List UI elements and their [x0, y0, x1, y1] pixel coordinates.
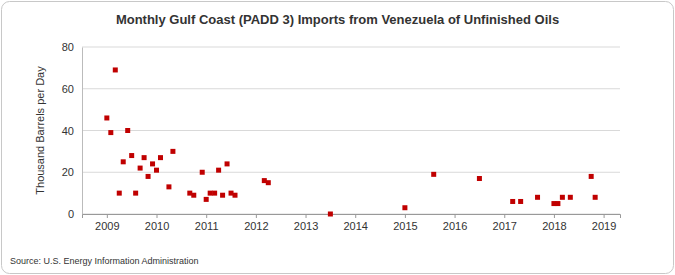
x-tick: 2019	[592, 214, 616, 232]
point	[154, 168, 159, 173]
x-tick-label: 2018	[542, 220, 566, 232]
chart: Monthly Gulf Coast (PADD 3) Imports from…	[0, 0, 675, 275]
x-tick-label: 2012	[244, 220, 268, 232]
point	[402, 205, 407, 210]
x-tick: 2013	[294, 214, 318, 232]
x-axis: 2009 2010 2011 2012 2013 2014 2015 2016 2017 2018…	[83, 214, 621, 232]
point	[589, 174, 594, 179]
point	[138, 166, 143, 171]
x-tick-label: 2009	[95, 220, 119, 232]
x-tick-mark	[306, 214, 307, 218]
y-tick-label: 20	[62, 166, 74, 178]
x-tick: 2015	[393, 214, 417, 232]
x-tick-mark	[206, 214, 207, 218]
point	[208, 191, 213, 196]
y-tick-label: 60	[62, 83, 74, 95]
x-tick: 2011	[195, 214, 219, 232]
source: Source: U.S. Energy Information Administ…	[10, 256, 199, 266]
x-tick-label: 2010	[145, 220, 169, 232]
y-tick: 60	[62, 83, 82, 95]
point	[510, 199, 515, 204]
grid-line	[82, 130, 620, 131]
point	[113, 67, 118, 72]
x-tick-label: 2017	[493, 220, 517, 232]
point	[225, 161, 230, 166]
x-tick: 2014	[343, 214, 367, 232]
point	[104, 115, 109, 120]
y-tick-label: 40	[62, 125, 74, 137]
point	[593, 195, 598, 200]
point	[121, 159, 126, 164]
point	[108, 130, 113, 135]
point	[150, 161, 155, 166]
title: Monthly Gulf Coast (PADD 3) Imports from…	[116, 12, 559, 27]
point	[170, 149, 175, 154]
x-tick-mark	[157, 214, 158, 218]
point	[129, 153, 134, 158]
point	[266, 180, 271, 185]
point	[158, 155, 163, 160]
x-tick: 2010	[145, 214, 169, 232]
point	[146, 174, 151, 179]
y-tick-label: 80	[62, 41, 74, 53]
x-tick-label: 2013	[294, 220, 318, 232]
point	[518, 199, 523, 204]
plot: 0 20 40 60 80 2009 2010 2011 2012 2013 2014 2015 201…	[62, 41, 621, 232]
x-tick-mark	[604, 214, 605, 218]
x-tick-label: 2014	[343, 220, 367, 232]
y-axis: 0 20 40 60 80	[62, 41, 83, 220]
x-tick-label: 2019	[592, 220, 616, 232]
y-axis-title: Thousand Barrels per Day	[34, 66, 46, 195]
grid	[82, 47, 620, 214]
x-tick-label: 2015	[393, 220, 417, 232]
y-axis-line	[82, 48, 83, 215]
x-tick: 2016	[443, 214, 467, 232]
point	[535, 195, 540, 200]
point	[212, 191, 217, 196]
x-tick: 2017	[493, 214, 517, 232]
x-tick-label: 2016	[443, 220, 467, 232]
y-tick: 80	[62, 41, 82, 53]
x-axis-line	[83, 215, 621, 219]
point	[560, 195, 565, 200]
point	[431, 172, 436, 177]
point	[125, 128, 130, 133]
points	[104, 67, 597, 216]
point	[328, 212, 333, 217]
x-tick: 2018	[542, 214, 566, 232]
point	[220, 193, 225, 198]
point	[200, 170, 205, 175]
y-tick: 40	[62, 125, 82, 137]
y-tick: 0	[68, 208, 82, 220]
point	[477, 176, 482, 181]
point	[191, 193, 196, 198]
point	[133, 191, 138, 196]
x-tick-mark	[554, 214, 555, 218]
x-tick-mark	[107, 214, 108, 218]
x-tick-mark	[504, 214, 505, 218]
x-tick-mark	[455, 214, 456, 218]
y-tick-label: 0	[68, 208, 74, 220]
point	[555, 201, 560, 206]
point	[166, 184, 171, 189]
x-tick-mark	[355, 214, 356, 218]
point	[568, 195, 573, 200]
x-tick: 2009	[95, 214, 119, 232]
point	[117, 191, 122, 196]
frame	[2, 2, 674, 274]
x-tick-label: 2011	[195, 220, 219, 232]
x-tick: 2012	[244, 214, 268, 232]
x-tick-mark	[256, 214, 257, 218]
point	[142, 155, 147, 160]
grid-line	[82, 47, 620, 48]
point	[204, 197, 209, 202]
point	[216, 168, 221, 173]
grid-line	[82, 88, 620, 89]
point	[233, 193, 238, 198]
y-tick: 20	[62, 166, 82, 178]
grid-line	[82, 172, 620, 173]
x-tick-mark	[405, 214, 406, 218]
